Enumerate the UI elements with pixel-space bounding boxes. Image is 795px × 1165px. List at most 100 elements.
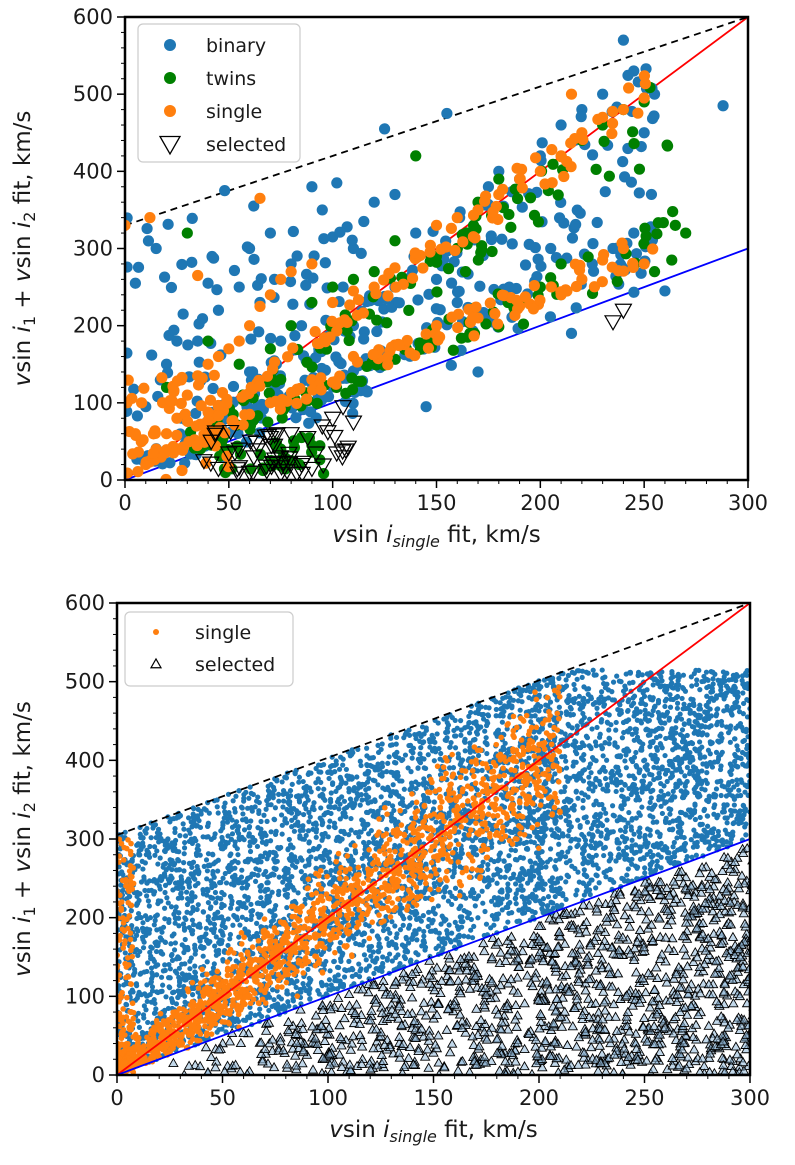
twins-point <box>410 150 422 162</box>
binary-point <box>483 877 489 883</box>
binary-point <box>182 839 188 846</box>
binary-point <box>165 900 171 906</box>
binary-point <box>226 809 232 816</box>
binary-point <box>744 714 750 720</box>
binary-point <box>291 250 303 262</box>
binary-point <box>414 937 420 943</box>
twins-point <box>431 286 443 298</box>
binary-point <box>469 935 476 941</box>
binary-point <box>426 909 432 915</box>
binary-point <box>219 185 231 197</box>
binary-point <box>599 822 606 829</box>
single-point <box>223 343 235 355</box>
binary-point <box>500 695 506 701</box>
binary-point <box>311 800 317 806</box>
binary-point <box>332 824 338 831</box>
binary-point <box>467 740 473 746</box>
single-point <box>484 297 496 309</box>
binary-point <box>294 811 300 817</box>
binary-point <box>703 669 710 675</box>
binary-point <box>292 769 298 776</box>
binary-point <box>548 899 554 905</box>
binary-point <box>468 927 474 933</box>
binary-point <box>256 867 262 873</box>
binary-point <box>516 201 528 213</box>
twins-point <box>347 273 360 285</box>
binary-point <box>606 735 612 741</box>
binary-point <box>123 1001 129 1007</box>
single-point <box>449 244 461 257</box>
binary-point <box>375 948 381 954</box>
binary-point <box>285 866 291 872</box>
bottom-scatter-panel: 0 50 100 150 200 250 300 0 100 200 300 400 500 600 vsi… <box>0 585 795 1165</box>
binary-point <box>484 750 490 757</box>
binary-point <box>192 969 198 975</box>
binary-point <box>159 876 165 883</box>
binary-point <box>545 242 557 255</box>
binary-point <box>178 988 185 994</box>
binary-point <box>363 957 369 963</box>
single-point <box>381 351 393 364</box>
binary-point <box>301 836 307 842</box>
selected-point <box>325 429 344 446</box>
twins-point <box>414 337 426 349</box>
binary-point <box>741 737 748 744</box>
y-tick-label: 100 <box>73 391 113 415</box>
binary-point <box>274 777 280 783</box>
binary-point <box>188 928 194 934</box>
single-point <box>275 273 287 285</box>
binary-point <box>642 865 648 871</box>
binary-point <box>418 745 424 751</box>
binary-point <box>517 804 523 811</box>
binary-point <box>410 227 422 239</box>
binary-point <box>635 672 641 679</box>
single-point <box>511 162 523 174</box>
binary-point <box>306 809 312 816</box>
binary-point <box>613 788 619 795</box>
single-point <box>352 294 365 306</box>
binary-point <box>505 881 511 887</box>
binary-point <box>455 344 467 356</box>
binary-point <box>717 100 729 112</box>
binary-point <box>670 788 676 794</box>
single-point <box>638 92 650 104</box>
binary-point <box>246 824 253 830</box>
binary-point <box>721 809 728 815</box>
binary-point <box>289 862 296 868</box>
binary-point <box>485 233 498 246</box>
binary-point <box>485 712 491 718</box>
binary-point <box>527 833 533 839</box>
binary-point <box>580 861 586 867</box>
binary-point <box>706 846 712 852</box>
binary-point <box>134 901 140 907</box>
binary-point <box>319 822 325 828</box>
binary-point <box>227 936 233 942</box>
binary-point <box>391 807 397 814</box>
binary-point <box>447 744 453 750</box>
binary-point <box>442 737 448 743</box>
binary-point <box>300 279 312 291</box>
binary-point <box>494 880 500 886</box>
twins-point <box>262 416 274 428</box>
binary-point <box>243 885 250 891</box>
binary-point <box>176 258 188 271</box>
binary-point <box>317 815 323 821</box>
legend-box <box>137 23 301 163</box>
binary-point <box>574 676 580 682</box>
binary-point <box>154 830 161 836</box>
binary-point <box>358 966 364 972</box>
binary-point <box>249 912 255 919</box>
single-point <box>171 375 184 387</box>
binary-point <box>307 272 319 284</box>
binary-point <box>311 806 317 813</box>
selected-point <box>209 461 228 478</box>
binary-point <box>466 719 472 726</box>
binary-point <box>525 880 531 886</box>
selected-point <box>256 429 275 446</box>
single-point <box>176 444 189 456</box>
single-point <box>598 248 610 261</box>
binary-point <box>210 868 216 875</box>
single-point <box>393 339 405 352</box>
twins-point <box>517 318 530 330</box>
binary-point <box>128 383 140 395</box>
